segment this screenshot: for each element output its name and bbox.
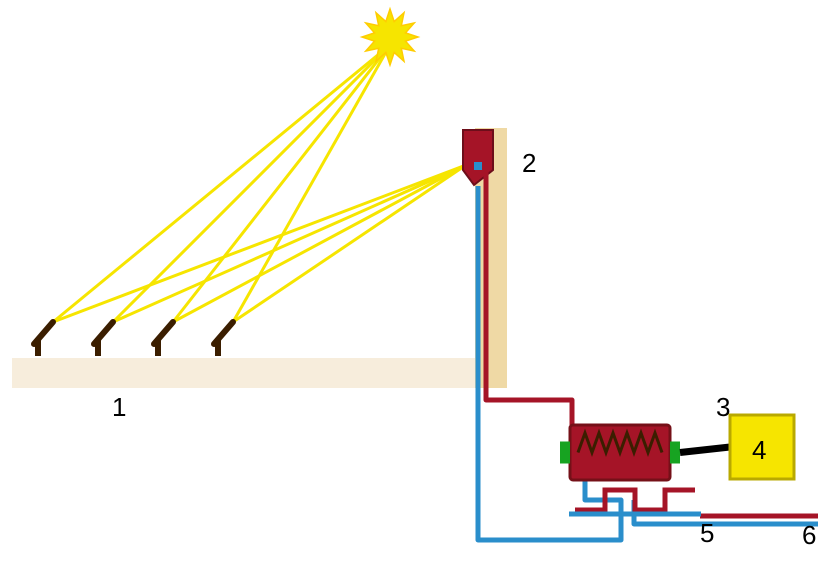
label-4: 4 — [752, 435, 766, 466]
label-3: 3 — [716, 392, 730, 423]
label-1: 1 — [112, 392, 126, 423]
label-5: 5 — [700, 518, 714, 549]
diagram-svg — [0, 0, 820, 556]
solar-tower-diagram: 1 2 3 4 5 6 — [0, 0, 820, 556]
label-6: 6 — [802, 520, 816, 551]
label-2: 2 — [522, 148, 536, 179]
